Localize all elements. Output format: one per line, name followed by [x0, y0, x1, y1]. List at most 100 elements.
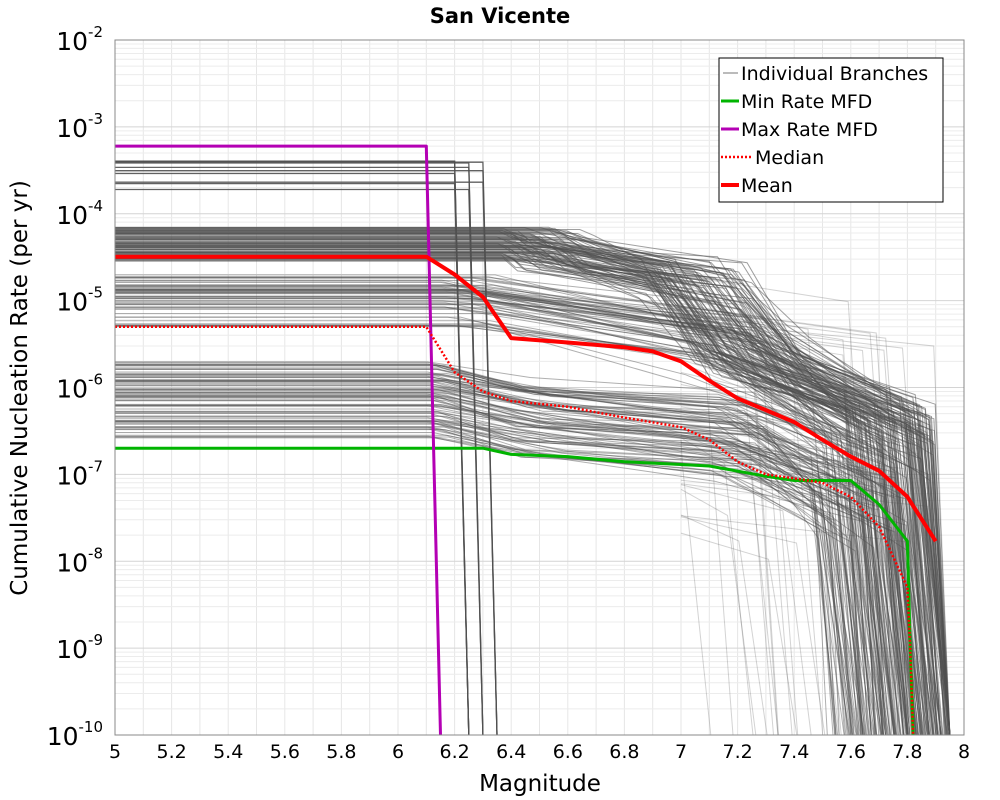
branch-line — [115, 405, 909, 736]
x-tick-label: 6.2 — [439, 741, 469, 763]
branch-line — [680, 488, 757, 736]
branch-line — [115, 277, 935, 736]
branch-line — [115, 285, 951, 736]
branch-line — [115, 316, 946, 736]
branch-line — [115, 293, 855, 736]
branch-line — [115, 397, 943, 736]
branch-line — [115, 363, 893, 736]
x-tick-label: 5.2 — [156, 741, 186, 763]
branch-line — [115, 415, 909, 736]
branch-line — [115, 380, 883, 736]
branch-line — [115, 390, 867, 736]
branch-line — [115, 379, 853, 736]
branch-line — [115, 379, 854, 736]
branch-line — [115, 426, 867, 736]
branch-line — [680, 293, 779, 736]
branch-line — [115, 418, 929, 736]
branch-line — [115, 306, 929, 736]
branch-line — [115, 324, 864, 736]
branch-line — [680, 282, 779, 736]
branch-line — [115, 290, 927, 736]
branch-line — [115, 241, 951, 736]
x-tick-label: 7.6 — [836, 741, 866, 763]
branch-line — [680, 323, 892, 736]
branch-line — [680, 437, 754, 736]
branch-line — [115, 364, 898, 736]
branch-line — [115, 365, 884, 736]
branch-line — [115, 403, 904, 736]
branch-line — [115, 385, 854, 736]
branch-line — [115, 381, 828, 736]
branch-line — [115, 400, 908, 736]
branch-line — [115, 385, 883, 736]
y-axis-label: Cumulative Nucleation Rate (per yr) — [7, 180, 33, 596]
x-tick-label: 7 — [675, 741, 687, 763]
x-tick-label: 7.2 — [722, 741, 752, 763]
branch-line — [680, 359, 793, 736]
branch-line — [680, 426, 947, 736]
branch-line — [115, 280, 945, 736]
branch-line — [115, 242, 951, 736]
branch-line — [115, 363, 852, 736]
branch-line — [115, 323, 930, 736]
branch-line — [115, 244, 886, 736]
branch-line — [680, 514, 768, 736]
branch-line — [115, 427, 855, 736]
branch-line — [115, 399, 878, 736]
branch-line — [115, 298, 897, 736]
x-tick-label: 5.8 — [326, 741, 356, 763]
branch-line — [680, 384, 842, 736]
branch-line — [115, 286, 939, 736]
branch-line — [115, 324, 939, 736]
branch-line — [680, 347, 799, 736]
branch-line — [680, 516, 826, 736]
branch-line — [680, 448, 840, 736]
branch-line — [680, 302, 837, 736]
branch-line — [115, 247, 875, 736]
branch-line — [115, 428, 858, 736]
branch-line — [115, 387, 918, 736]
branch-line — [115, 292, 895, 736]
individual-branches — [115, 160, 951, 736]
branch-line — [115, 392, 901, 736]
branch-line — [115, 289, 859, 736]
branch-line — [115, 394, 850, 736]
legend-label-mean: Mean — [741, 175, 793, 197]
legend-label-individual-branches: Individual Branches — [741, 63, 928, 85]
branch-line — [115, 364, 926, 736]
branch-line — [115, 408, 875, 736]
branch-line — [115, 181, 498, 736]
branch-line — [115, 381, 845, 736]
y-tick-label: 10-6 — [56, 371, 103, 404]
branch-line — [680, 515, 935, 736]
branch-line — [115, 393, 849, 736]
branch-line — [115, 302, 846, 736]
branch-line — [115, 436, 866, 736]
branch-line — [680, 466, 878, 736]
x-tick-label: 8 — [958, 741, 970, 763]
branch-line — [115, 405, 852, 736]
x-tick-labels: 5 5.2 5.4 5.6 5.8 6 6.2 6.4 6.6 6.8 7 7.2 7.4 7.6 7.8 8 — [109, 741, 970, 763]
branch-line — [115, 297, 919, 736]
branch-line — [115, 396, 925, 736]
legend: Individual Branches Min Rate MFD Max Rat… — [718, 57, 944, 203]
branch-line — [115, 245, 885, 736]
x-tick-label: 7.8 — [892, 741, 922, 763]
branch-line — [115, 325, 938, 736]
branch-line — [115, 296, 919, 736]
branch-line — [115, 230, 922, 736]
branch-line — [115, 362, 862, 736]
legend-label-median: Median — [755, 147, 824, 169]
branch-line — [115, 291, 921, 736]
x-tick-label: 5.6 — [270, 741, 300, 763]
x-tick-label: 6 — [392, 741, 404, 763]
branch-line — [115, 423, 857, 736]
branch-line — [115, 290, 937, 736]
x-tick-label: 5 — [109, 741, 121, 763]
y-tick-label: 10-8 — [56, 544, 103, 577]
branch-line — [115, 411, 882, 736]
branch-line — [115, 258, 951, 736]
branch-line — [115, 288, 947, 736]
branch-line — [115, 300, 873, 736]
branch-line — [115, 375, 926, 736]
